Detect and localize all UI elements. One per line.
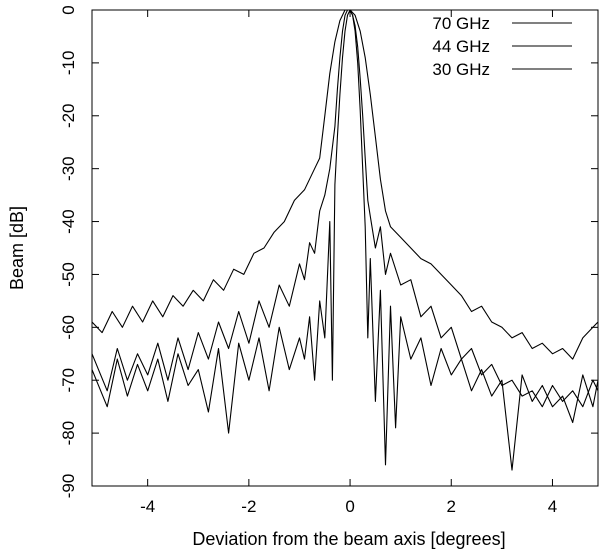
x-tick-label: -4 <box>140 497 155 516</box>
x-tick-label: 0 <box>345 497 354 516</box>
y-tick-label: -80 <box>59 421 78 446</box>
plot-frame <box>91 9 599 487</box>
legend: 70 GHz 44 GHz 30 GHz <box>432 14 572 79</box>
y-tick-label: -10 <box>59 51 78 76</box>
legend-label: 70 GHz <box>432 14 490 33</box>
series-lines <box>91 9 599 471</box>
y-axis-label: Beam [dB] <box>7 206 27 290</box>
x-tick-label: 4 <box>548 497 557 516</box>
legend-label: 44 GHz <box>432 37 490 56</box>
y-tick-label: 0 <box>59 5 78 14</box>
series-line-0 <box>91 9 599 471</box>
series-line-2 <box>91 9 599 360</box>
y-tick-label: -50 <box>59 262 78 287</box>
x-axis-label: Deviation from the beam axis [degrees] <box>192 529 505 549</box>
y-tick-label: -40 <box>59 209 78 234</box>
y-tick-label: -60 <box>59 315 78 340</box>
x-tick-label: -2 <box>241 497 256 516</box>
axis-ticks: -4 -2 0 2 40-10-20-30-40-50-60-70-80-90 <box>59 5 598 516</box>
y-tick-label: -30 <box>59 156 78 181</box>
y-tick-label: -20 <box>59 103 78 128</box>
y-tick-label: -70 <box>59 368 78 393</box>
legend-label: 30 GHz <box>432 60 490 79</box>
y-tick-label: -90 <box>59 474 78 499</box>
x-tick-label: 2 <box>447 497 456 516</box>
